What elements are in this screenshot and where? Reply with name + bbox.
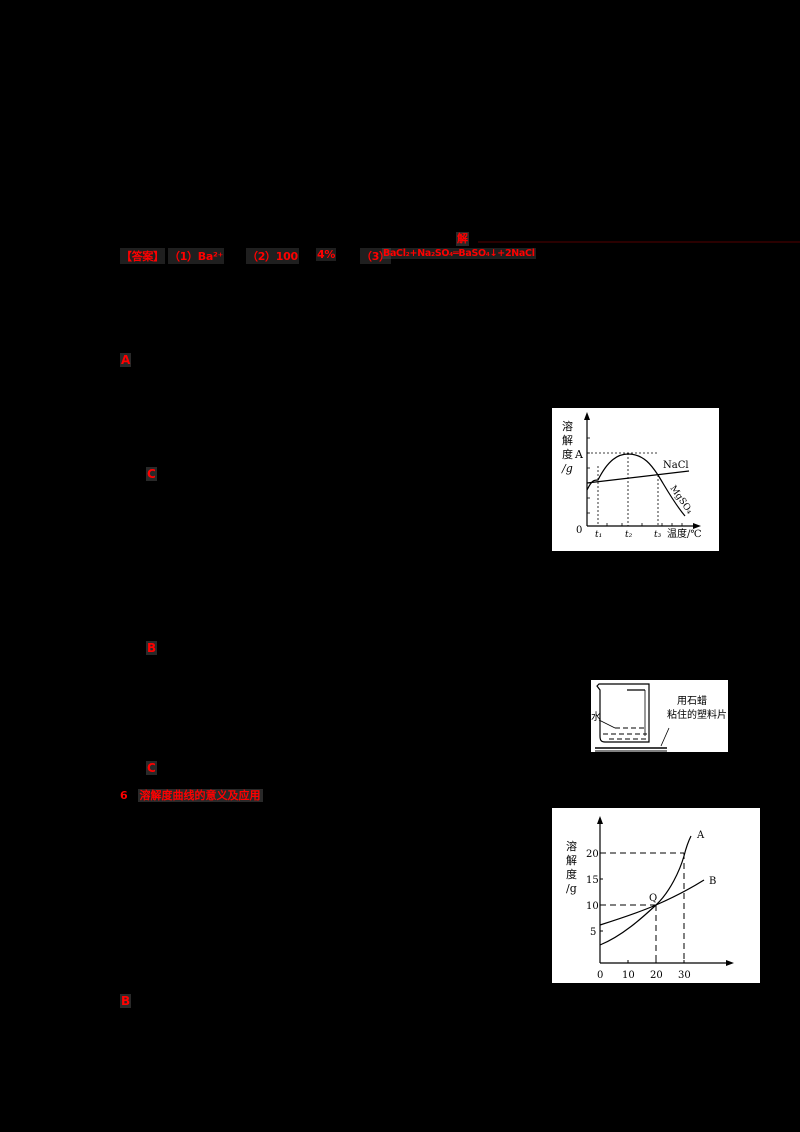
answer-marker-b: B [146,641,158,655]
section-divider-rule [478,241,800,243]
answer-part3: （3） [360,248,391,264]
answer-label: 【答案】 [120,248,165,264]
section-heading: 6 溶解度曲线的意义及应用 [120,789,263,803]
y-axis-label-char: 度 [566,867,577,881]
y-tick-15: 15 [586,875,599,886]
section-title: 溶解度曲线的意义及应用 [137,789,263,802]
x-tick-0: 0 [597,970,603,981]
y-axis-label-char: 溶 [566,839,577,853]
y-mark-a: A [574,448,584,461]
y-axis-label-char: 解 [562,433,573,447]
y-axis-label-char: 溶 [562,419,573,433]
answer-part2b: 4% [316,248,337,261]
x-tick-t2: t₂ [625,530,633,540]
answer-superscript-marker: 解 [456,232,469,246]
y-axis-label-char: /g [566,882,577,895]
origin-label: 0 [576,525,582,536]
answer-part3-equation: BaCl₂+Na₂SO₄═BaSO₄↓+2NaCl [382,248,536,259]
label-plastic-line2: 粘住的塑料片 [667,708,727,721]
label-plastic-line1: 用石蜡 [677,695,707,707]
y-tick-5: 5 [590,927,596,938]
x-tick-30: 30 [678,970,691,981]
y-tick-10: 10 [586,901,599,912]
answer-marker-b-2: B [120,994,132,1008]
x-tick-t3: t₃ [654,530,662,540]
answer-part1: （1）Ba²⁺ [168,248,224,264]
beaker-diagram: 水 用石蜡 粘住的塑料片 [591,680,728,752]
y-axis-label-char: 度 [562,447,573,461]
x-tick-20: 20 [650,970,663,981]
answer-part2: （2）100 [246,248,299,264]
answer-marker-a: A [120,353,132,367]
series-label-nacl: NaCl [663,460,689,471]
x-tick-10: 10 [622,970,635,981]
y-axis-label-char: /g [561,462,573,475]
section-number: 6 [120,789,128,802]
solubility-chart-a-b: 溶 解 度 /g 20 15 10 5 0 10 20 30 [552,808,760,983]
y-axis-label-char: 解 [566,853,577,867]
series-label-a: A [696,830,705,841]
label-water: 水 [591,711,601,723]
point-q-label: Q [649,893,657,904]
answer-marker-c: C [146,467,157,481]
x-axis-label: 温度/℃ [667,527,702,540]
y-tick-20: 20 [586,849,599,860]
x-tick-t1: t₁ [595,530,602,540]
solubility-chart-nacl-mgso4: 溶 解 度 /g A 0 NaCl MgSO₄ [552,408,719,551]
answer-marker-c-2: C [146,761,157,775]
series-label-b: B [709,876,716,887]
